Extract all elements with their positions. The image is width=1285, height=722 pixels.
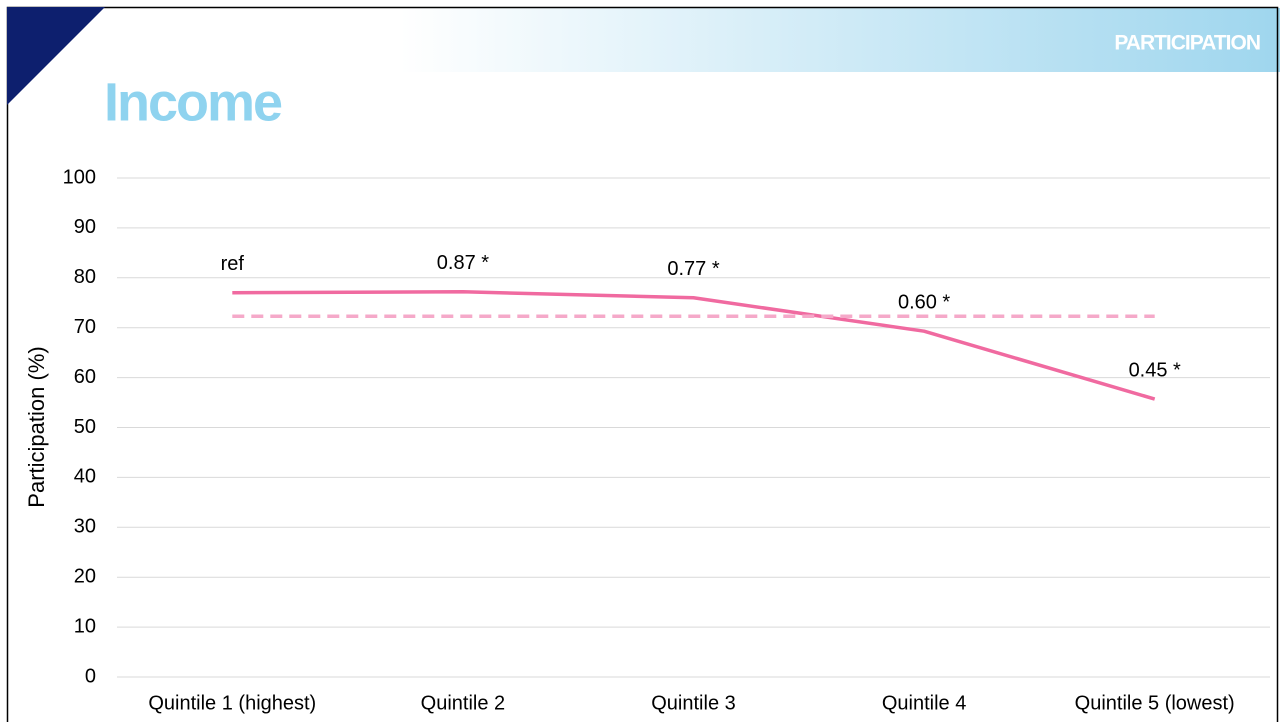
y-tick-label: 90: [74, 216, 96, 238]
y-tick-label: 80: [74, 266, 96, 288]
data-label: 0.77 *: [667, 258, 719, 280]
x-tick-label: Quintile 2: [421, 692, 506, 714]
data-label: 0.45 *: [1129, 359, 1181, 381]
y-tick-label: 20: [74, 565, 96, 587]
y-tick-label: 10: [74, 615, 96, 637]
corner-triangle: [7, 7, 105, 105]
x-tick-label: Quintile 4: [882, 692, 967, 714]
section-label: PARTICIPATION: [1114, 32, 1260, 55]
slide-title: Income: [104, 72, 282, 132]
y-tick-label: 50: [74, 416, 96, 438]
slide-border: [6, 6, 1279, 722]
data-label: ref: [221, 253, 245, 275]
y-tick-label: 30: [74, 516, 96, 538]
data-label: 0.87 *: [437, 252, 489, 274]
y-tick-label: 60: [74, 366, 96, 388]
x-tick-label: Quintile 3: [651, 692, 736, 714]
y-tick-label: 40: [74, 466, 96, 488]
data-label: 0.60 *: [898, 291, 950, 313]
y-tick-label: 0: [85, 665, 96, 687]
y-tick-label: 70: [74, 316, 96, 338]
y-axis-label: Participation (%): [24, 346, 49, 507]
y-tick-label: 100: [63, 166, 96, 188]
header-band: [400, 8, 1280, 72]
x-tick-label: Quintile 1 (highest): [148, 692, 316, 714]
data-line: [232, 290, 1156, 401]
x-tick-label: Quintile 5 (lowest): [1075, 692, 1235, 714]
